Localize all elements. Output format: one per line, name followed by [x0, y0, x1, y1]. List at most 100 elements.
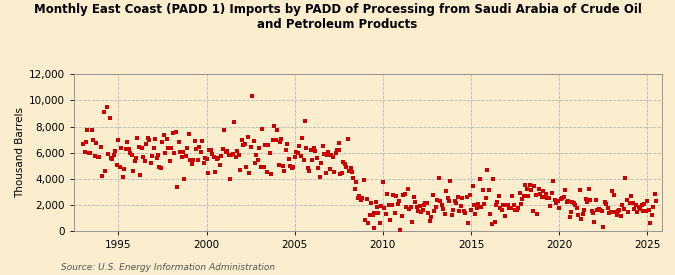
Point [80, 139, 91, 144]
Point [111, 163, 122, 167]
Point [185, 158, 196, 162]
Point [142, 136, 153, 141]
Point [358, 177, 369, 182]
Point [360, 218, 371, 222]
Point [373, 210, 384, 215]
Point [425, 219, 435, 224]
Point [159, 133, 169, 137]
Point [341, 164, 352, 169]
Point [412, 209, 423, 213]
Point [383, 203, 394, 207]
Point [176, 155, 187, 159]
Point [213, 156, 223, 161]
Point [479, 202, 489, 207]
Point [649, 192, 660, 197]
Point [513, 206, 524, 210]
Point [256, 165, 267, 169]
Point [371, 205, 382, 209]
Point [518, 194, 529, 198]
Point [572, 206, 583, 211]
Point [633, 205, 644, 209]
Point [457, 196, 468, 201]
Point [306, 148, 317, 153]
Point [376, 204, 387, 208]
Point [97, 173, 107, 178]
Point [135, 172, 146, 177]
Point [552, 199, 563, 204]
Point [385, 218, 396, 222]
Point [489, 220, 500, 225]
Point [130, 155, 141, 160]
Point [144, 138, 155, 142]
Point [443, 199, 454, 204]
Point [400, 192, 410, 196]
Point [95, 145, 106, 150]
Point [270, 138, 281, 142]
Point [641, 208, 651, 213]
Point [107, 156, 118, 161]
Point [166, 146, 177, 150]
Point [145, 161, 156, 165]
Point [125, 151, 136, 155]
Point [109, 153, 119, 157]
Point [574, 188, 585, 192]
Point [138, 155, 148, 159]
Point [580, 197, 591, 201]
Point [254, 146, 265, 150]
Point [462, 221, 473, 226]
Point [491, 202, 502, 207]
Point [648, 205, 659, 210]
Point [266, 172, 277, 177]
Point [265, 151, 275, 155]
Point [547, 191, 558, 196]
Point [437, 206, 448, 211]
Point [244, 171, 254, 175]
Point [417, 208, 428, 213]
Point [395, 228, 406, 233]
Point [217, 147, 228, 151]
Point [538, 189, 549, 193]
Point [614, 208, 625, 212]
Point [618, 207, 629, 211]
Point [623, 210, 634, 214]
Point [586, 208, 597, 213]
Point [549, 197, 560, 202]
Point [477, 188, 488, 192]
Y-axis label: Thousand Barrels: Thousand Barrels [15, 107, 25, 198]
Point [610, 210, 620, 214]
Point [452, 195, 463, 199]
Point [467, 184, 478, 189]
Point [132, 136, 143, 140]
Point [370, 200, 381, 204]
Point [541, 192, 551, 196]
Point [605, 210, 616, 214]
Point [357, 196, 368, 200]
Point [583, 187, 594, 191]
Point [302, 166, 313, 170]
Point [627, 201, 638, 205]
Point [227, 152, 238, 156]
Point [101, 104, 112, 109]
Point [432, 198, 443, 202]
Point [501, 203, 512, 208]
Point [630, 202, 641, 207]
Point [558, 194, 569, 199]
Point [431, 205, 441, 210]
Point [629, 207, 640, 211]
Point [273, 163, 284, 167]
Point [219, 127, 230, 132]
Point [157, 139, 168, 144]
Point [522, 187, 533, 191]
Point [275, 140, 286, 144]
Point [114, 165, 125, 169]
Point [134, 145, 144, 149]
Point [493, 194, 504, 198]
Point [602, 206, 613, 210]
Point [508, 203, 519, 207]
Point [178, 150, 188, 154]
Point [92, 154, 103, 159]
Point [386, 202, 397, 207]
Point [313, 166, 323, 170]
Point [573, 213, 584, 217]
Point [223, 153, 234, 158]
